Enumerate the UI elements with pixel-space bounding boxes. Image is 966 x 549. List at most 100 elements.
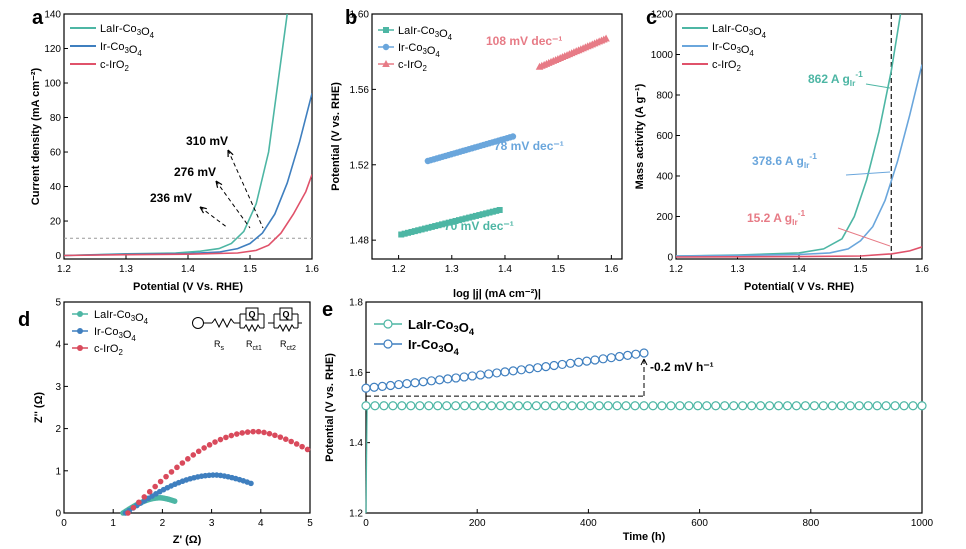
panel-b-legend-marker-0 bbox=[383, 27, 389, 33]
panel-e-series-0-point bbox=[370, 401, 380, 411]
panel-e-series-1-point bbox=[369, 382, 379, 392]
panel-e-series-0-point bbox=[675, 401, 685, 411]
panel-a-y-tick-label: 140 bbox=[44, 10, 61, 21]
panel-a-annotation-1: 276 mV bbox=[174, 165, 216, 179]
panel-b-series-0-point bbox=[411, 228, 418, 235]
panel-e-series-0-point bbox=[406, 401, 416, 411]
panel-e-x-tick-label: 0 bbox=[363, 518, 369, 529]
panel-e-series-0-point bbox=[755, 401, 766, 411]
panel-b-series-0-point bbox=[405, 229, 412, 236]
panel-e-series-1-point bbox=[614, 351, 625, 362]
panel-b-series-0-point bbox=[442, 220, 449, 227]
panel-e-series-0-point bbox=[657, 401, 667, 411]
panel-e-series-1-point bbox=[549, 360, 559, 371]
panel-e-series-0-point bbox=[827, 401, 837, 411]
panel-d-circuit-source-icon bbox=[192, 317, 204, 329]
panel-c-legend-label-1: Ir-Co3O4 bbox=[712, 41, 754, 58]
panel-d-series-2-point bbox=[152, 483, 158, 490]
panel-c-annotation-sub-1: Ir bbox=[804, 160, 810, 170]
panel-b-legend-marker-1 bbox=[382, 43, 390, 51]
panel-b-slope-label-0: 70 mV dec⁻¹ bbox=[444, 219, 514, 233]
panel-e-legend-marker-1 bbox=[383, 339, 393, 349]
panel-a-x-tick-label: 1.4 bbox=[181, 264, 195, 275]
panel-e-series-0-point bbox=[764, 401, 775, 411]
panel-e-series-1-point bbox=[467, 371, 477, 381]
panel-b-y-tick-label: 1.56 bbox=[350, 85, 370, 96]
panel-c-y-tick-label: 600 bbox=[656, 131, 673, 142]
panel-d-y-tick-label: 3 bbox=[55, 382, 61, 393]
panel-c-y-axis-title: Mass activity (A g⁻¹) bbox=[634, 83, 646, 189]
panel-e-series-0-point bbox=[747, 401, 757, 411]
panel-a-annotation-arrowhead-2 bbox=[199, 206, 207, 214]
panel-e-series-0-point bbox=[397, 401, 407, 411]
panel-d-series-2-point bbox=[125, 510, 131, 516]
panel-c-annotation-value-1: 378.6 A g bbox=[752, 154, 804, 168]
panel-e-series-0-point bbox=[504, 401, 515, 411]
panel-d-legend-marker-0 bbox=[77, 311, 83, 317]
panel-e-series-0-point bbox=[908, 401, 918, 411]
panel-e-series-0-point bbox=[451, 401, 461, 411]
panel-e-series-1-point bbox=[590, 355, 600, 365]
panel-d-series-2-point bbox=[201, 445, 207, 451]
panel-e-series-0-point bbox=[648, 401, 658, 411]
panel-c-annotation-1: 378.6 A gIr-1 bbox=[752, 151, 817, 170]
panel-b-series-0-point bbox=[401, 230, 408, 237]
panel-a-series-line-2 bbox=[64, 174, 312, 257]
panel-a-y-tick-label: 0 bbox=[55, 251, 61, 262]
panel-b-x-tick-label: 1.6 bbox=[604, 264, 618, 275]
panel-c-annotation-2: 15.2 A gIr-1 bbox=[747, 208, 806, 227]
panel-d-x-axis-title: Z' (Ω) bbox=[173, 534, 202, 546]
panel-e-series-0-point bbox=[585, 401, 595, 411]
panel-e-series-1-point bbox=[573, 357, 584, 367]
panel-c-legend-label-0: LaIr-Co3O4 bbox=[712, 23, 767, 40]
panel-c-y-tick-label: 1000 bbox=[651, 50, 674, 61]
panel-e-series-0-point bbox=[424, 401, 434, 411]
panel-e-x-tick-label: 600 bbox=[691, 518, 708, 529]
panel-c-y-tick-label: 400 bbox=[656, 171, 673, 182]
panel-b-series-0-point bbox=[462, 215, 469, 222]
panel-e-series-0-point bbox=[809, 401, 819, 411]
panel-e-series-0-point bbox=[540, 401, 550, 411]
panel-e-series-1-point bbox=[377, 381, 387, 391]
panel-c-annotation-value-0: 862 A g bbox=[808, 72, 850, 86]
panel-e-series-1-point bbox=[598, 354, 608, 364]
panel-e-series-0-point bbox=[863, 401, 873, 411]
panel-e-series-1-point bbox=[434, 375, 445, 385]
panel-a-y-tick-label: 80 bbox=[50, 113, 62, 124]
panel-d-series-2-point bbox=[179, 460, 186, 466]
panel-e-series-0-point bbox=[486, 401, 497, 411]
panel-e-x-tick-label: 400 bbox=[580, 518, 597, 529]
panel-e-series-1-point bbox=[508, 366, 518, 376]
panel-e-series-1-point bbox=[541, 362, 551, 372]
panel-e-series-0-point bbox=[603, 401, 613, 411]
panel-d-series-2-point bbox=[282, 436, 289, 443]
panel-b-legend-label-2: c-IrO2 bbox=[398, 59, 427, 73]
panel-a-y-tick-label: 20 bbox=[50, 217, 62, 228]
panel-d-x-tick-label: 0 bbox=[61, 518, 67, 529]
panel-c-annotation-sub-0: Ir bbox=[850, 78, 856, 88]
panel-d-series-2-point bbox=[233, 431, 240, 437]
panel-e-series-0-point bbox=[567, 401, 577, 411]
panel-e-y-tick-label: 1.8 bbox=[349, 298, 363, 309]
panel-e-series-0-point bbox=[773, 401, 784, 411]
panel-e-x-tick-label: 800 bbox=[802, 518, 819, 529]
panel-d-legend-label-1: Ir-Co3O4 bbox=[94, 326, 136, 343]
panel-d-series-2-point bbox=[293, 441, 300, 447]
panel-e-series-0-point bbox=[460, 401, 470, 411]
panel-b-series-0-point bbox=[422, 225, 429, 232]
panel-d-y-tick-label: 4 bbox=[55, 340, 61, 351]
panel-d-circuit-rs-resistor-icon bbox=[211, 317, 235, 329]
panel-c-x-tick-label: 1.3 bbox=[731, 264, 745, 275]
panel-b-series-0-point bbox=[476, 212, 483, 219]
panel-e-series-0-point bbox=[576, 401, 586, 411]
panel-a-annotation-arrowhead-1 bbox=[215, 180, 223, 188]
panel-e-series-0-point bbox=[782, 401, 793, 411]
panel-b-y-tick-label: 1.52 bbox=[350, 160, 370, 171]
panel-e-series-0-point bbox=[854, 401, 864, 411]
panel-e-legend-label-1: Ir-Co3O4 bbox=[408, 337, 460, 357]
panel-d-series-2-point bbox=[141, 494, 148, 500]
panel-b-series-0-point bbox=[479, 211, 486, 218]
panel-b-series-0-point bbox=[449, 218, 456, 225]
